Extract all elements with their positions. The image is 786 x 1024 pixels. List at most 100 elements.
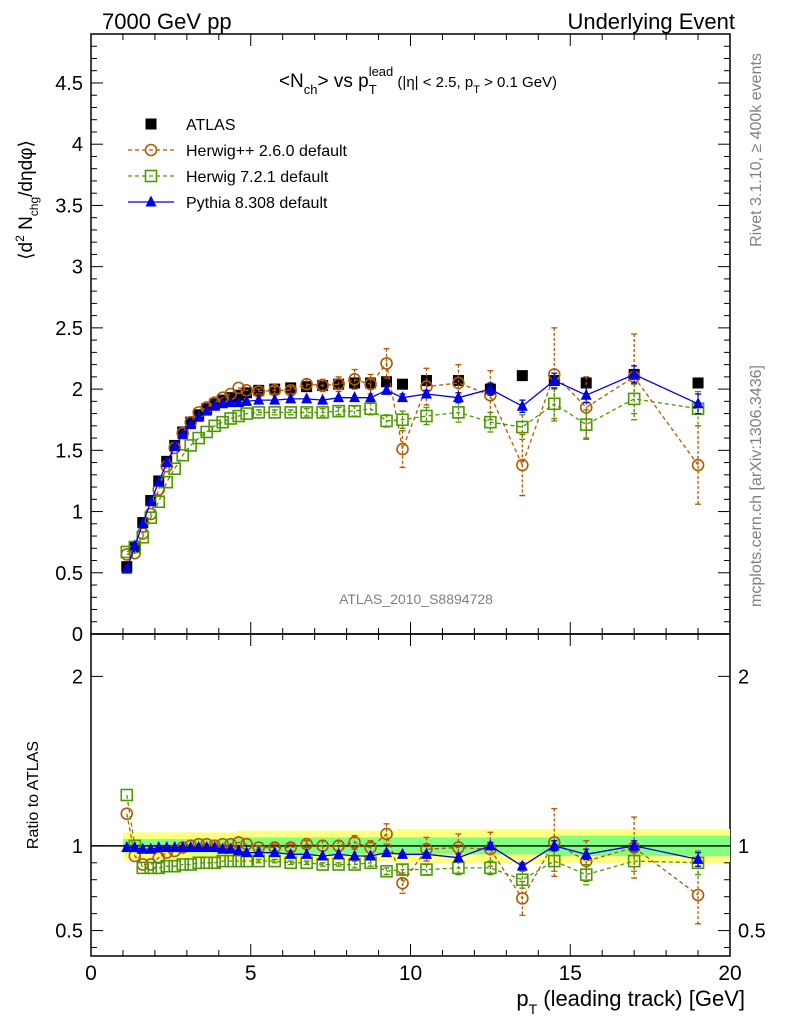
atlas-point xyxy=(365,377,377,389)
pythia-8-308-default-point xyxy=(233,844,245,856)
herwig-7-2-1-default-point xyxy=(216,854,229,868)
herwig-7-2-1-default-point xyxy=(332,858,345,871)
herwig-2-6-0-default-point xyxy=(691,458,705,472)
atlas-point xyxy=(692,377,704,389)
herwig-7-2-1-default-point xyxy=(252,406,266,419)
herwig-2-6-0-default-point xyxy=(516,458,529,472)
y-tick-label: 1 xyxy=(72,502,83,524)
pythia-8-308-default-point xyxy=(153,841,165,853)
legend-marker xyxy=(145,195,157,207)
pythia-8-308-default-line xyxy=(126,845,699,867)
herwig-7-2-1-default-line xyxy=(126,794,699,881)
pythia-8-308-default-point xyxy=(269,393,281,405)
y-tick-label: 1 xyxy=(72,836,83,858)
pythia-8-308-default-point xyxy=(185,418,197,430)
atlas-point xyxy=(349,377,361,389)
herwig-2-6-0-default-point xyxy=(300,377,313,391)
herwig-7-2-1-default-point xyxy=(348,404,361,418)
pythia-8-308-default-point xyxy=(381,383,393,395)
herwig-7-2-1-default-point xyxy=(284,406,297,419)
herwig-7-2-1-default-point xyxy=(176,448,189,462)
herwig-2-6-0-default-point xyxy=(316,379,329,392)
x-tick-label: 0 xyxy=(85,962,97,985)
herwig-2-6-0-default-point xyxy=(452,376,465,390)
y-tick-label: 2 xyxy=(72,379,83,401)
pythia-8-308-default-point xyxy=(397,391,409,403)
herwig-7-2-1-default-point xyxy=(396,863,409,876)
herwig-7-2-1-default-point xyxy=(484,415,497,429)
herwig-2-6-0-default-point xyxy=(332,377,345,391)
pythia-8-308-default-point xyxy=(548,839,560,851)
herwig-7-2-1-default-point xyxy=(216,415,229,429)
y-tick-label: 0.5 xyxy=(55,563,83,585)
pythia-8-308-default-point xyxy=(161,841,173,853)
herwig-7-2-1-default-point xyxy=(627,854,641,868)
pythia-8-308-default-point xyxy=(137,517,149,529)
herwig-7-2-1-default-point xyxy=(627,392,641,406)
y-tick-label-right: 1 xyxy=(738,836,749,858)
pythia-8-308-default-point xyxy=(129,841,141,853)
pythia-8-308-default-point xyxy=(193,841,205,853)
herwig-7-2-1-default-point xyxy=(579,418,593,431)
pythia-8-308-default-point xyxy=(201,404,213,416)
legend-label: Herwig 7.2.1 default xyxy=(186,169,329,186)
pythia-8-308-default-line xyxy=(126,373,699,570)
pythia-8-308-default-point xyxy=(397,847,409,859)
herwig-7-2-1-default-point xyxy=(452,861,465,875)
herwig-7-2-1-default-point xyxy=(300,406,313,419)
pythia-8-308-default-point xyxy=(145,495,157,507)
herwig-2-6-0-default-point xyxy=(380,357,393,370)
herwig-7-2-1-default-point xyxy=(144,861,158,875)
herwig-7-2-1-default-point xyxy=(176,858,189,871)
pythia-8-308-default-point xyxy=(692,852,704,864)
y-tick-label: 4.5 xyxy=(55,73,83,95)
ratio-axis-ticks: 0.5 0.51 12 20 5 10 15 20 xyxy=(55,634,766,985)
herwig-7-2-1-default-point xyxy=(184,439,197,452)
y-tick-label: 3 xyxy=(72,257,83,279)
herwig-7-2-1-default-point xyxy=(268,406,282,419)
x-tick-label: 15 xyxy=(559,962,582,985)
herwig-7-2-1-default-point xyxy=(240,407,253,420)
pythia-8-308-default-point xyxy=(301,392,313,404)
y-tick-label: 0 xyxy=(72,624,83,646)
pythia-8-308-default-point xyxy=(692,397,704,409)
pythia-8-308-default-point xyxy=(452,391,464,403)
herwig-7-2-1-default-point xyxy=(208,856,221,870)
herwig-2-6-0-default-point xyxy=(396,442,409,456)
legend-label: Herwig++ 2.6.0 default xyxy=(186,143,348,160)
herwig-7-2-1-default-point xyxy=(316,406,329,419)
pythia-8-308-default-point xyxy=(145,842,157,854)
header-left: 7000 GeV pp xyxy=(102,9,232,34)
herwig-7-2-1-default-point xyxy=(420,409,433,423)
pythia-8-308-default-point xyxy=(137,842,149,854)
herwig-2-6-0-default-line xyxy=(126,361,699,556)
herwig-7-2-1-default-point xyxy=(152,861,166,875)
herwig-7-2-1-default-point xyxy=(232,854,245,868)
y-tick-label: 3.5 xyxy=(55,195,83,217)
pythia-8-308-default-point xyxy=(301,847,313,859)
pythia-8-308-default-point xyxy=(153,475,165,487)
pythia-8-308-default-point xyxy=(484,839,496,851)
main-axis-ticks: 0 0.5 1 1.5 2 2.5 3 3.5 4 4.5 xyxy=(55,34,731,646)
pythia-8-308-default-point xyxy=(548,374,560,386)
pythia-8-308-default-point xyxy=(317,393,329,405)
pythia-8-308-default-point xyxy=(349,391,361,403)
ratio-ylabel: Ratio to ATLAS xyxy=(25,741,42,849)
pythia-8-308-default-point xyxy=(233,396,245,408)
herwig-7-2-1-default-point xyxy=(484,861,497,875)
pythia-8-308-default-point xyxy=(121,841,133,853)
pythia-8-308-default-point xyxy=(285,392,297,404)
pythia-8-308-default-point xyxy=(121,562,133,574)
pythia-8-308-default-point xyxy=(161,456,173,468)
herwig-7-2-1-default-point xyxy=(168,859,182,873)
pythia-8-308-default-point xyxy=(209,841,221,853)
atlas-point xyxy=(397,378,409,390)
pythia-8-308-default-point xyxy=(580,847,592,859)
pythia-8-308-default-point xyxy=(217,842,229,854)
y-tick-label: 4 xyxy=(72,134,83,156)
herwig-7-2-1-default-point xyxy=(380,864,393,878)
herwig-7-2-1-default-point xyxy=(136,861,150,875)
herwig-2-6-0-default-point xyxy=(380,827,393,841)
herwig-7-2-1-default-point xyxy=(396,413,409,427)
